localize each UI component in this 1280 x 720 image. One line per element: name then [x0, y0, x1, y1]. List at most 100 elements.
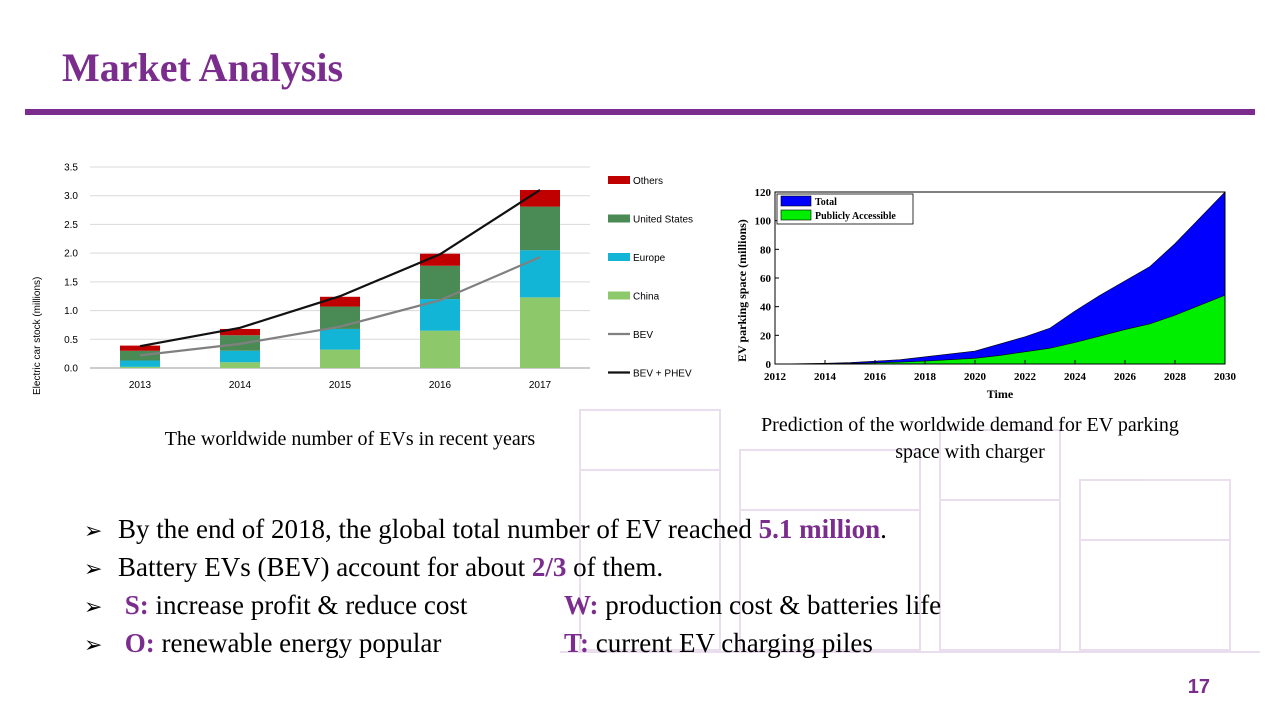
ev-stock-legend-swatch	[608, 291, 630, 300]
ev-stock-series-line	[139, 189, 541, 348]
ev-stock-bar-segment	[120, 350, 160, 361]
page-number: 17	[1187, 676, 1210, 698]
parking-demand-legend-swatch	[780, 209, 812, 221]
parking-demand-y-axis-label: EV parking space (millions)	[735, 219, 749, 362]
parking-demand-y-tick: 40	[760, 302, 772, 314]
ev-stock-bar-segment	[120, 360, 160, 367]
parking-demand-y-tick: 0	[766, 359, 772, 371]
ev-stock-bar-segment	[220, 328, 260, 336]
ev-stock-lines	[139, 189, 541, 357]
parking-demand-y-tick: 60	[760, 273, 772, 285]
ev-stock-y-tick: 0.0	[64, 364, 78, 375]
ev-stock-x-tick: 2014	[229, 380, 252, 391]
parking-demand-x-axis-label: Time	[987, 387, 1014, 401]
ev-stock-bar-segment	[320, 349, 360, 368]
ev-stock-y-ticks: 0.0 0.5 1.0 1.5 2.0 2.5 3.0 3.5	[64, 163, 78, 375]
arrow-bullet-icon: ➢	[84, 595, 103, 620]
page-title: Market Analysis	[62, 45, 344, 90]
arrow-bullet-icon: ➢	[84, 633, 103, 658]
ev-stock-x-tick: 2016	[429, 380, 452, 391]
ev-stock-y-tick: 2.0	[64, 249, 78, 260]
parking-demand-area	[774, 294, 1226, 365]
ev-stock-legend-label: BEV + PHEV	[633, 369, 692, 380]
ev-stock-x-tick: 2013	[129, 380, 152, 391]
ev-stock-legend: Others United States Europe China BEV BEV + P…	[608, 176, 693, 380]
swot-o-label: O:	[124, 628, 155, 658]
ev-stock-legend-swatch	[608, 176, 630, 184]
parking-demand-x-tick: 2024	[1064, 371, 1087, 383]
ev-stock-legend-label: Europe	[633, 253, 666, 264]
ev-stock-bar-segment	[320, 328, 360, 350]
background-building-sketch	[560, 409, 1260, 653]
parking-demand-x-tick: 2016	[864, 371, 887, 383]
bullet-list: ➢ By the end of 2018, the global total nu…	[84, 510, 941, 662]
swot-w-label: W:	[564, 590, 599, 620]
swot-s-text: increase profit & reduce cost	[148, 590, 468, 620]
parking-demand-legend: Total Publicly Accessible	[776, 193, 914, 225]
parking-demand-legend-label: Total	[815, 197, 837, 208]
ev-stock-bar-segment	[420, 330, 460, 368]
ev-stock-legend-label: China	[633, 292, 660, 303]
title-divider	[25, 109, 1255, 115]
parking-demand-caption: Prediction of the worldwide demand for E…	[761, 414, 1179, 463]
ev-stock-x-tick: 2017	[529, 380, 552, 391]
parking-demand-chart: EV parking space (millions) 0 20 40 60 80 100…	[735, 187, 1237, 401]
parking-demand-x-tick: 2026	[1114, 371, 1137, 383]
swot-t-item: T: current EV charging piles	[564, 624, 873, 662]
arrow-bullet-icon: ➢	[84, 557, 103, 582]
swot-t-label: T:	[564, 628, 589, 658]
ev-stock-bar-segment	[320, 296, 360, 307]
ev-stock-bar-segment	[520, 297, 560, 368]
swot-w-item: W: production cost & batteries life	[564, 586, 941, 624]
ev-stock-y-tick: 3.5	[64, 163, 78, 174]
ev-stock-y-tick: 3.0	[64, 191, 78, 202]
swot-o-text: renewable energy popular	[154, 628, 442, 658]
swot-t-text: current EV charging piles	[589, 628, 873, 658]
ev-stock-bar-segment	[120, 366, 160, 368]
parking-demand-y-ticks: 0 20 40 60 80 100 120	[755, 187, 779, 371]
parking-demand-x-tick: 2028	[1164, 371, 1187, 383]
parking-demand-legend-label: Publicly Accessible	[815, 211, 896, 222]
parking-demand-x-tick: 2020	[964, 371, 987, 383]
ev-stock-bars	[120, 189, 560, 368]
ev-stock-y-tick: 2.5	[64, 220, 78, 231]
ev-stock-bar-segment	[120, 345, 160, 351]
ev-stock-y-tick: 1.5	[64, 277, 78, 288]
ev-stock-legend-label: United States	[633, 215, 693, 226]
ev-stock-y-tick: 0.5	[64, 335, 78, 346]
swot-s-label: S:	[124, 590, 149, 620]
ev-stock-series-line	[139, 256, 541, 357]
ev-stock-legend-label: BEV	[633, 330, 653, 341]
ev-stock-x-ticks: 2013 2014 2015 2016 2017	[129, 380, 552, 391]
ev-stock-legend-swatch	[608, 214, 630, 223]
ev-stock-chart: Electric car stock (millions) 0.0 0.5 1.0 1…	[32, 163, 693, 396]
highlight-bev-share: 2/3	[531, 552, 567, 582]
swot-w-text: production cost & batteries life	[598, 590, 942, 620]
bullet-item-swot-ot: ➢ O: renewable energy popular T: current…	[84, 624, 887, 662]
parking-demand-x-tick: 2018	[914, 371, 937, 383]
ev-stock-bar-segment	[420, 253, 460, 266]
ev-stock-caption: The worldwide number of EVs in recent ye…	[164, 428, 536, 450]
parking-demand-y-tick: 100	[755, 216, 772, 228]
parking-demand-x-tick: 2014	[814, 371, 837, 383]
ev-stock-bar-segment	[520, 189, 560, 207]
parking-demand-area	[774, 191, 1226, 365]
parking-demand-y-tick: 20	[760, 330, 772, 342]
ev-stock-y-tick: 1.0	[64, 306, 78, 317]
parking-demand-y-tick: 80	[760, 244, 772, 256]
ev-stock-bar-segment	[220, 350, 260, 363]
parking-demand-x-tick: 2022	[1014, 371, 1037, 383]
parking-demand-y-tick: 120	[755, 187, 772, 199]
parking-demand-x-ticks: 2012 2014 2016 2018 2020 2022 2024 2026 2028 2030	[764, 360, 1237, 383]
parking-demand-x-tick: 2030	[1214, 371, 1237, 383]
ev-stock-y-axis-label: Electric car stock (millions)	[32, 277, 43, 395]
parking-demand-legend-swatch	[780, 195, 812, 207]
bullet-item-swot-sw: ➢ S: increase profit & reduce cost W: pr…	[84, 586, 941, 624]
bullet-item: ➢ Battery EVs (BEV) account for about 2/3…	[84, 548, 887, 586]
parking-demand-areas	[774, 191, 1226, 365]
ev-stock-legend-swatch	[608, 253, 630, 261]
arrow-bullet-icon: ➢	[84, 519, 103, 544]
ev-stock-bar-segment	[220, 362, 260, 368]
parking-demand-x-tick: 2012	[764, 371, 787, 383]
ev-stock-bar-segment	[520, 206, 560, 251]
